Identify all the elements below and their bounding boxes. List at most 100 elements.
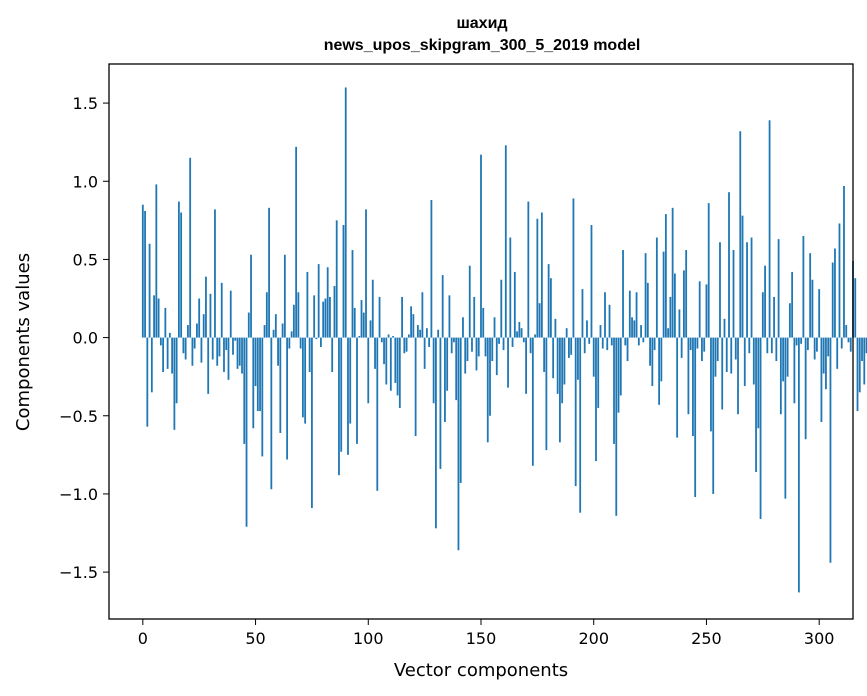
bar-244 [692, 337, 694, 437]
bar-190 [570, 337, 573, 355]
bar-156 [493, 317, 496, 338]
bar-188 [565, 328, 568, 338]
bar-136 [448, 295, 451, 338]
bar-245 [694, 337, 697, 498]
bar-165 [513, 271, 516, 338]
bar-293 [802, 235, 805, 338]
bar-101 [369, 320, 372, 338]
bar-319 [861, 337, 863, 362]
bar-6 [155, 184, 158, 338]
bar-254 [714, 337, 717, 377]
bar-163 [509, 237, 512, 338]
bar-231 [662, 251, 665, 338]
bar-135 [446, 337, 449, 391]
bar-36 [223, 337, 225, 372]
bar-203 [599, 325, 602, 338]
bar-213 [622, 250, 624, 338]
y-tick-label: −1.0 [59, 485, 98, 504]
bar-73 [306, 271, 309, 338]
bar-186 [561, 337, 564, 404]
bar-204 [601, 337, 604, 349]
bar-291 [797, 337, 800, 593]
bar-308 [836, 337, 839, 369]
bar-87 [338, 337, 340, 476]
y-tick-label: 0.5 [73, 250, 98, 269]
bar-152 [484, 337, 487, 357]
bar-310 [840, 337, 843, 349]
bar-86 [335, 220, 338, 338]
bars-group [141, 87, 867, 593]
bar-9 [162, 337, 165, 372]
bar-219 [635, 292, 638, 338]
bar-195 [581, 289, 584, 338]
bar-110 [389, 337, 392, 391]
bar-237 [676, 337, 679, 438]
bar-297 [811, 279, 814, 338]
bar-29 [207, 337, 210, 394]
bar-235 [671, 207, 674, 338]
bar-117 [405, 337, 408, 352]
bar-197 [586, 320, 588, 338]
bar-223 [644, 253, 647, 338]
bar-47 [247, 312, 250, 338]
bar-224 [646, 282, 649, 338]
bar-89 [342, 225, 345, 338]
bar-160 [502, 337, 505, 351]
bar-68 [295, 146, 298, 338]
bar-113 [396, 337, 399, 396]
bar-210 [615, 337, 618, 516]
bar-71 [301, 337, 304, 418]
bar-175 [536, 218, 539, 338]
bar-137 [450, 337, 453, 354]
bar-88 [340, 337, 343, 452]
bar-309 [838, 223, 841, 338]
bar-199 [590, 225, 593, 338]
bar-80 [322, 301, 325, 338]
y-axis-ticks: −1.5 −1.0 −0.5 0.0 0.5 1.0 1.5 [59, 94, 109, 582]
bar-181 [549, 278, 552, 338]
bar-302 [822, 337, 825, 374]
bar-229 [658, 337, 661, 405]
bar-299 [816, 337, 818, 352]
bar-217 [631, 317, 633, 338]
bar-196 [583, 337, 586, 354]
bar-74 [308, 337, 311, 372]
bar-99 [365, 209, 367, 338]
bar-252 [710, 337, 712, 432]
bar-0 [141, 204, 144, 338]
x-tick-label: 300 [804, 629, 835, 648]
bar-205 [604, 292, 606, 338]
bar-55 [265, 292, 268, 338]
bar-138 [453, 337, 455, 343]
bar-243 [689, 337, 692, 351]
bar-1 [144, 210, 146, 338]
bar-20 [187, 325, 189, 338]
bar-200 [592, 337, 595, 377]
bar-92 [349, 337, 352, 424]
bar-107 [383, 337, 385, 365]
bar-61 [279, 337, 282, 433]
bar-214 [624, 337, 627, 346]
bar-187 [563, 337, 566, 385]
bar-16 [177, 201, 180, 338]
bar-83 [329, 296, 331, 338]
bar-78 [317, 264, 320, 338]
bar-261 [730, 337, 733, 374]
bar-201 [595, 337, 597, 462]
bar-122 [416, 325, 419, 338]
bar-46 [245, 337, 248, 527]
bar-234 [669, 296, 672, 338]
bar-202 [597, 337, 600, 408]
bar-256 [719, 242, 721, 338]
bar-126 [425, 328, 428, 338]
bar-124 [421, 292, 424, 338]
bar-115 [401, 296, 403, 338]
bar-37 [225, 337, 228, 351]
bar-17 [180, 212, 183, 338]
x-tick-label: 50 [245, 629, 265, 648]
bar-139 [455, 337, 458, 401]
bar-198 [588, 337, 591, 344]
bar-218 [633, 320, 636, 338]
bar-15 [175, 337, 178, 404]
